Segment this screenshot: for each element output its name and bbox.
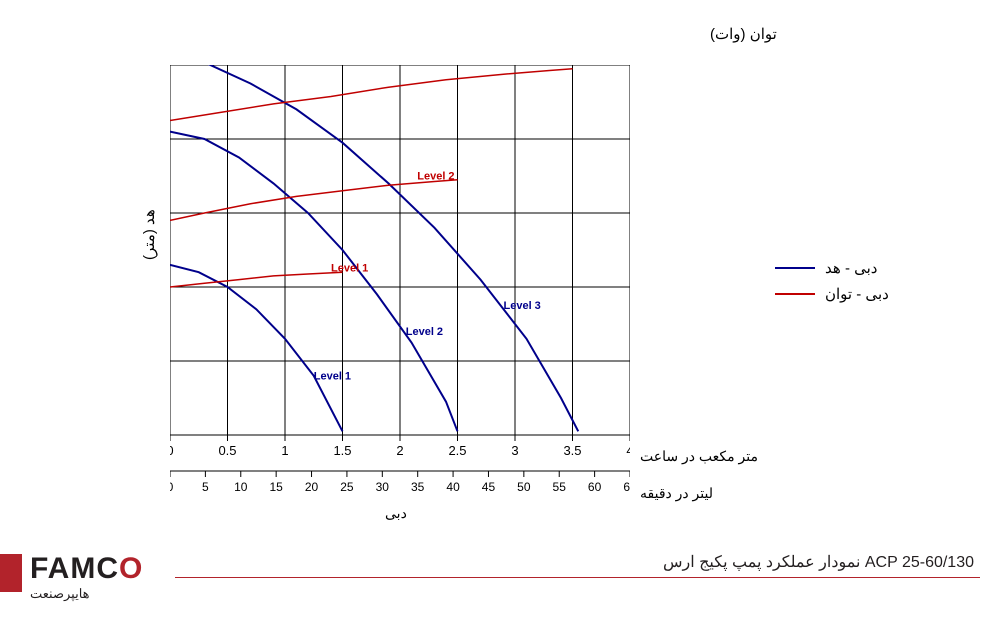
brand-subtitle: هایپرصنعت [30,586,143,602]
svg-text:1.5: 1.5 [333,443,351,458]
svg-text:0.5: 0.5 [218,443,236,458]
footer-caption: نمودار عملکرد پمپ پکیج ارس ACP 25-60/130 [657,552,980,572]
performance-chart: 00.511.522.533.5405101520253035404550556… [170,65,630,465]
svg-text:45: 45 [482,480,496,494]
svg-text:2: 2 [396,443,403,458]
svg-text:Level 1: Level 1 [331,262,368,274]
svg-text:10: 10 [234,480,248,494]
y-left-axis-title: هد (متر) [140,209,158,260]
svg-text:50: 50 [517,480,531,494]
legend-label-power: دبی - توان [825,285,889,303]
brand-name: FAMCO [30,552,143,586]
svg-text:55: 55 [553,480,567,494]
svg-text:60: 60 [588,480,602,494]
svg-text:40: 40 [446,480,460,494]
brand-logo: FAMCO هایپرصنعت [30,552,143,602]
svg-text:3.5: 3.5 [563,443,581,458]
svg-text:1: 1 [281,443,288,458]
svg-text:Level 2: Level 2 [417,171,454,183]
svg-text:15: 15 [269,480,283,494]
svg-text:25: 25 [340,480,354,494]
svg-text:0: 0 [170,443,174,458]
footer-accent-bar [0,554,22,592]
svg-text:Level 2: Level 2 [406,326,443,338]
legend: دبی - هد دبی - توان [775,255,889,307]
footer: FAMCO هایپرصنعت نمودار عملکرد پمپ پکیج ا… [0,542,1000,602]
svg-text:30: 30 [376,480,390,494]
x-axis-unit-cubic: متر مکعب در ساعت [640,448,758,465]
svg-text:20: 20 [305,480,319,494]
legend-item-power: دبی - توان [775,281,889,307]
svg-text:4: 4 [626,443,630,458]
legend-label-head: دبی - هد [825,259,877,277]
svg-text:3: 3 [511,443,518,458]
chart-svg: 00.511.522.533.5405101520253035404550556… [170,65,630,525]
y-right-axis-title: توان (وات) [710,25,777,43]
svg-text:65: 65 [623,480,630,494]
svg-text:35: 35 [411,480,425,494]
svg-text:2.5: 2.5 [448,443,466,458]
legend-swatch-head [775,267,815,269]
svg-text:Level 3: Level 3 [504,300,541,312]
svg-text:5: 5 [202,480,209,494]
legend-swatch-power [775,293,815,295]
footer-divider [175,577,980,578]
x-axis-unit-lpm: لیتر در دقیقه [640,485,713,502]
legend-item-head: دبی - هد [775,255,889,281]
svg-text:Level 1: Level 1 [314,371,351,383]
page-root: { "chart": { "type": "line", "background… [0,0,1000,620]
svg-text:0: 0 [170,480,174,494]
